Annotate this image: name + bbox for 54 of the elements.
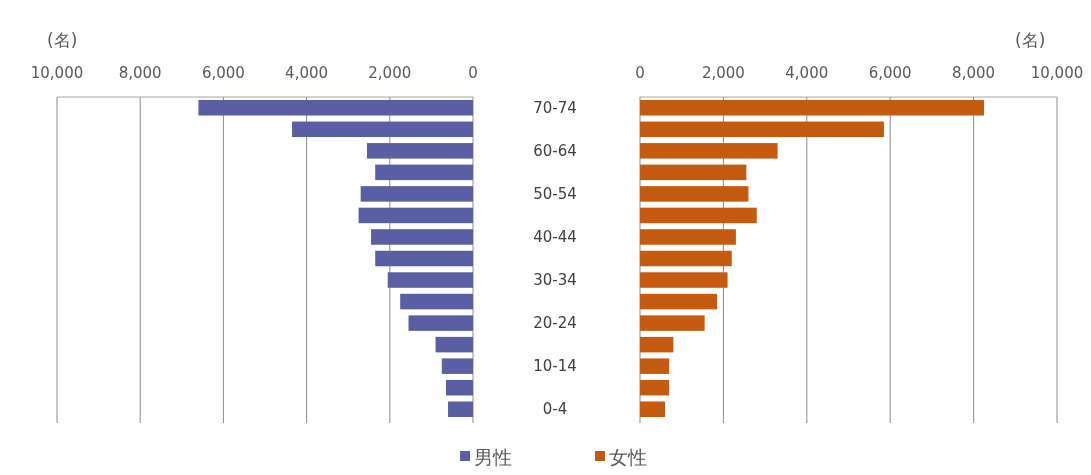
x-tick-label: 0	[468, 64, 478, 82]
x-tick-label: 8,000	[952, 64, 996, 82]
x-tick-label: 2,000	[368, 64, 412, 82]
bar	[640, 121, 884, 138]
legend-label: 男性	[474, 446, 512, 468]
bar	[387, 272, 473, 288]
bar	[640, 100, 985, 116]
bar	[400, 293, 473, 310]
bar	[371, 229, 473, 245]
y-tick-label: 60-64	[533, 141, 577, 160]
bar	[640, 379, 670, 396]
bar	[640, 358, 670, 374]
bar	[366, 143, 473, 159]
x-tick-label: 6,000	[201, 64, 245, 82]
bar	[375, 250, 473, 267]
bar	[198, 100, 473, 116]
bar	[360, 186, 473, 202]
y-tick-label: 0-4	[542, 400, 568, 419]
bar	[358, 207, 473, 224]
x-tick-label: 10,000	[30, 64, 84, 82]
y-tick-label: 50-54	[533, 184, 577, 203]
bar	[408, 315, 473, 331]
x-tick-label: 0	[635, 64, 645, 82]
x-tick-label: 4,000	[285, 64, 329, 82]
bar	[640, 293, 718, 310]
x-axis-title: (名)	[47, 30, 78, 50]
bar	[640, 186, 749, 202]
x-tick-label: 2,000	[701, 64, 745, 82]
bar	[292, 121, 473, 138]
bar	[640, 272, 728, 288]
bar	[640, 336, 674, 353]
bar	[640, 315, 705, 331]
bar	[441, 358, 473, 374]
x-axis-title: (名)	[1015, 30, 1046, 50]
bar	[640, 164, 747, 181]
x-tick-label: 10,000	[1030, 64, 1084, 82]
legend-label: 女性	[609, 446, 647, 468]
bar	[640, 401, 666, 417]
y-tick-label: 10-14	[533, 357, 577, 376]
bar	[640, 250, 732, 267]
y-tick-label: 70-74	[533, 98, 577, 117]
bar	[445, 379, 473, 396]
bar	[435, 336, 473, 353]
bar	[448, 401, 473, 417]
x-tick-label: 8,000	[118, 64, 162, 82]
bar	[640, 207, 757, 224]
x-tick-label: 4,000	[785, 64, 829, 82]
y-tick-label: 30-34	[533, 271, 577, 290]
bar	[640, 229, 736, 245]
x-tick-label: 6,000	[868, 64, 912, 82]
bar	[640, 143, 778, 159]
y-tick-label: 20-24	[533, 314, 577, 333]
bar	[375, 164, 473, 181]
y-tick-label: 40-44	[533, 227, 577, 246]
